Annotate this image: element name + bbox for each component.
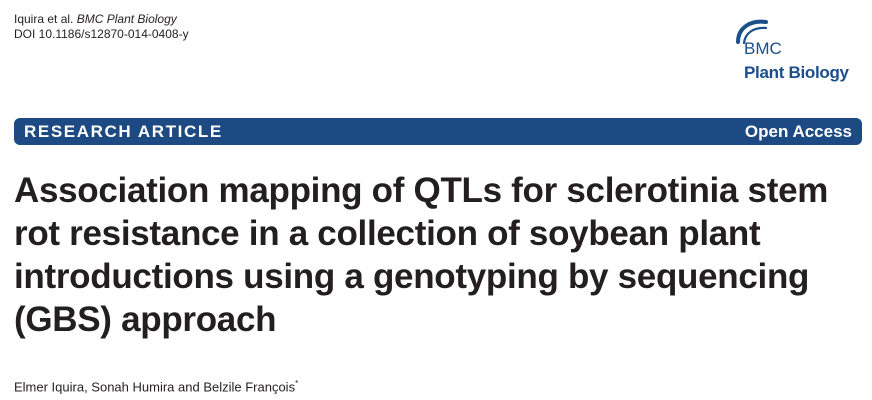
citation-line: Iquira et al. BMC Plant Biology (14, 12, 189, 27)
logo-bmc-text: BMC (744, 39, 782, 58)
citation-journal: BMC Plant Biology (76, 12, 177, 26)
logo-journal-text: Plant Biology (744, 63, 849, 82)
journal-logo[interactable]: BMC Plant Biology (732, 16, 864, 88)
citation-doi[interactable]: DOI 10.1186/s12870-014-0408-y (14, 27, 189, 41)
header-citation: Iquira et al. BMC Plant Biology DOI 10.1… (14, 12, 189, 42)
article-title: Association mapping of QTLs for scleroti… (14, 171, 829, 339)
article-type-label: RESEARCH ARTICLE (24, 122, 223, 141)
citation-authors: Iquira et al. (14, 12, 74, 26)
corresponding-author-marker: * (295, 379, 299, 388)
author-names[interactable]: Elmer Iquira, Sonah Humira and Belzile F… (14, 379, 296, 395)
article-type-banner: RESEARCH ARTICLE Open Access (14, 118, 862, 145)
open-access-label[interactable]: Open Access (744, 122, 852, 141)
author-list: Elmer Iquira, Sonah Humira and Belzile F… (14, 376, 298, 395)
bmc-arc-logo-icon (736, 19, 768, 45)
